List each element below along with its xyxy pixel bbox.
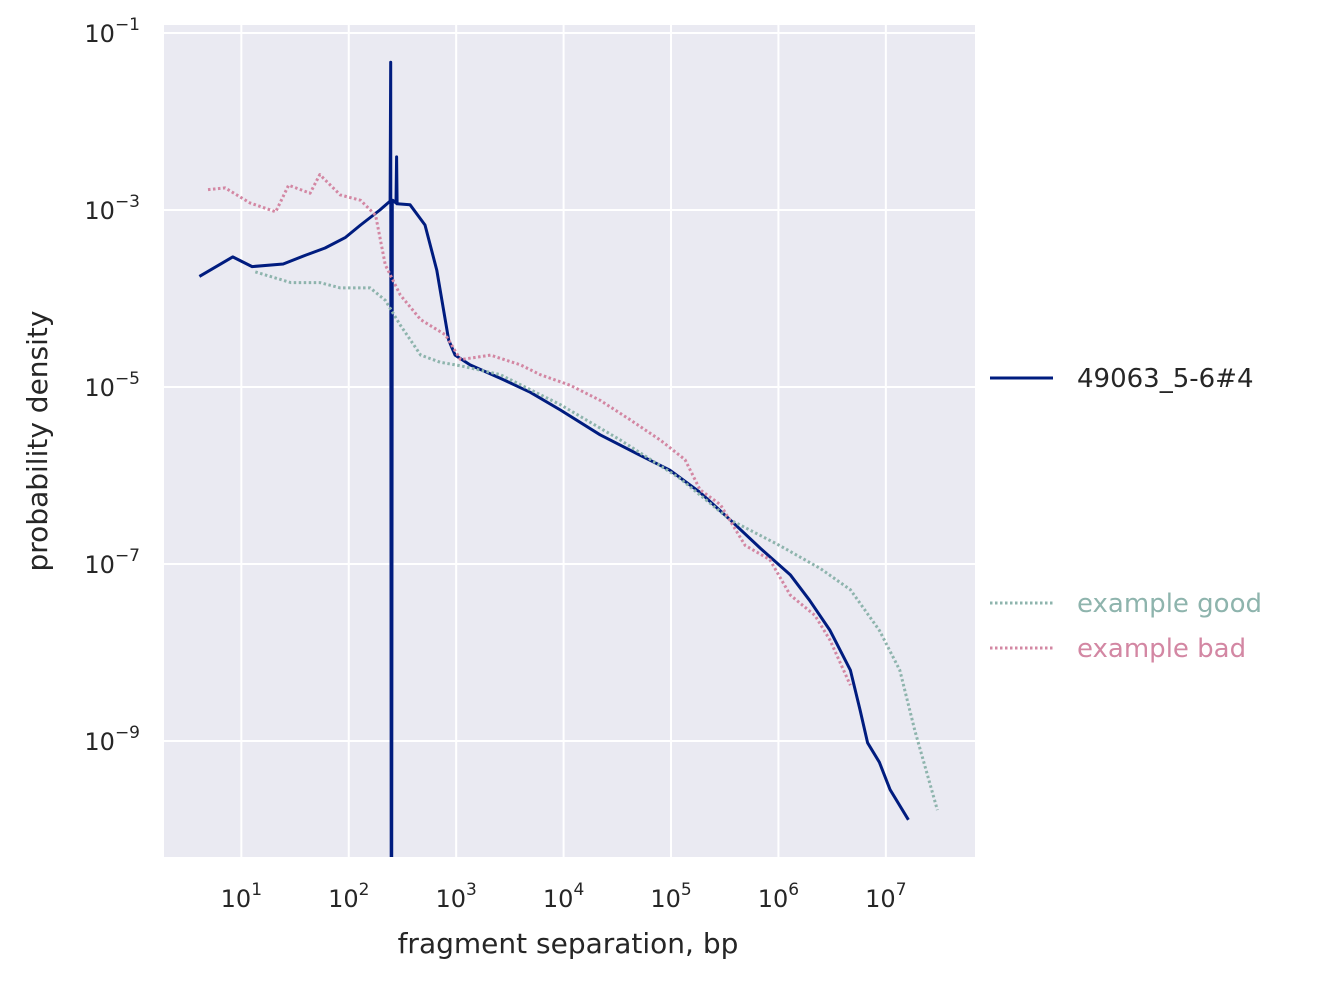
series-line-example-good	[254, 270, 939, 811]
legend-label: example bad	[1077, 634, 1246, 664]
x-axis-label: fragment separation, bp	[398, 927, 739, 960]
y-tick-label: 10−3	[84, 192, 140, 225]
y-axis-label: probability density	[21, 311, 54, 572]
y-tick-label: 10−1	[84, 15, 140, 48]
series-line-example-bad	[207, 173, 852, 686]
x-tick-label: 105	[650, 880, 691, 913]
x-tick-label: 104	[543, 880, 584, 913]
x-tick-label: 102	[328, 880, 369, 913]
y-tick-label: 10−7	[84, 546, 140, 579]
plot-area	[164, 25, 975, 857]
x-tick-label: 101	[221, 880, 262, 913]
legend-label: example good	[1077, 589, 1262, 619]
x-tick-label: 103	[435, 880, 476, 913]
legend-label: 49063_5-6#4	[1077, 364, 1254, 394]
y-tick-label: 10−5	[84, 369, 140, 402]
x-tick-label: 107	[865, 880, 906, 913]
x-tick-label: 106	[758, 880, 799, 913]
series-line-49063-5-6-4	[198, 60, 910, 857]
y-tick-label: 10−9	[84, 723, 140, 756]
